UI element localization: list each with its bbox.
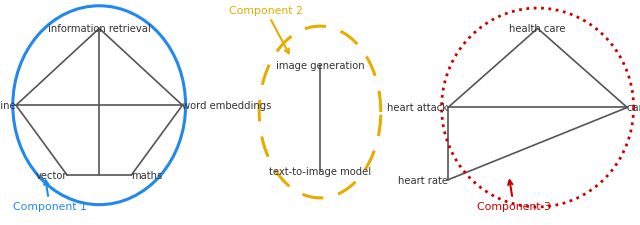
Text: Component 1: Component 1: [13, 180, 86, 212]
Text: search engine: search engine: [0, 101, 16, 111]
Text: health care: health care: [509, 24, 566, 34]
Text: heart rate: heart rate: [398, 175, 448, 185]
Text: cardiovascular disease: cardiovascular disease: [627, 103, 640, 113]
Text: Component 2: Component 2: [228, 6, 303, 54]
Text: Component 3: Component 3: [477, 180, 550, 212]
Text: image generation: image generation: [276, 60, 364, 70]
Text: maths: maths: [131, 171, 163, 180]
Text: vector: vector: [36, 171, 67, 180]
Text: information retrieval: information retrieval: [48, 24, 150, 34]
Text: heart attack: heart attack: [387, 103, 448, 113]
Text: word embeddings: word embeddings: [182, 101, 272, 111]
Text: text-to-image model: text-to-image model: [269, 166, 371, 176]
